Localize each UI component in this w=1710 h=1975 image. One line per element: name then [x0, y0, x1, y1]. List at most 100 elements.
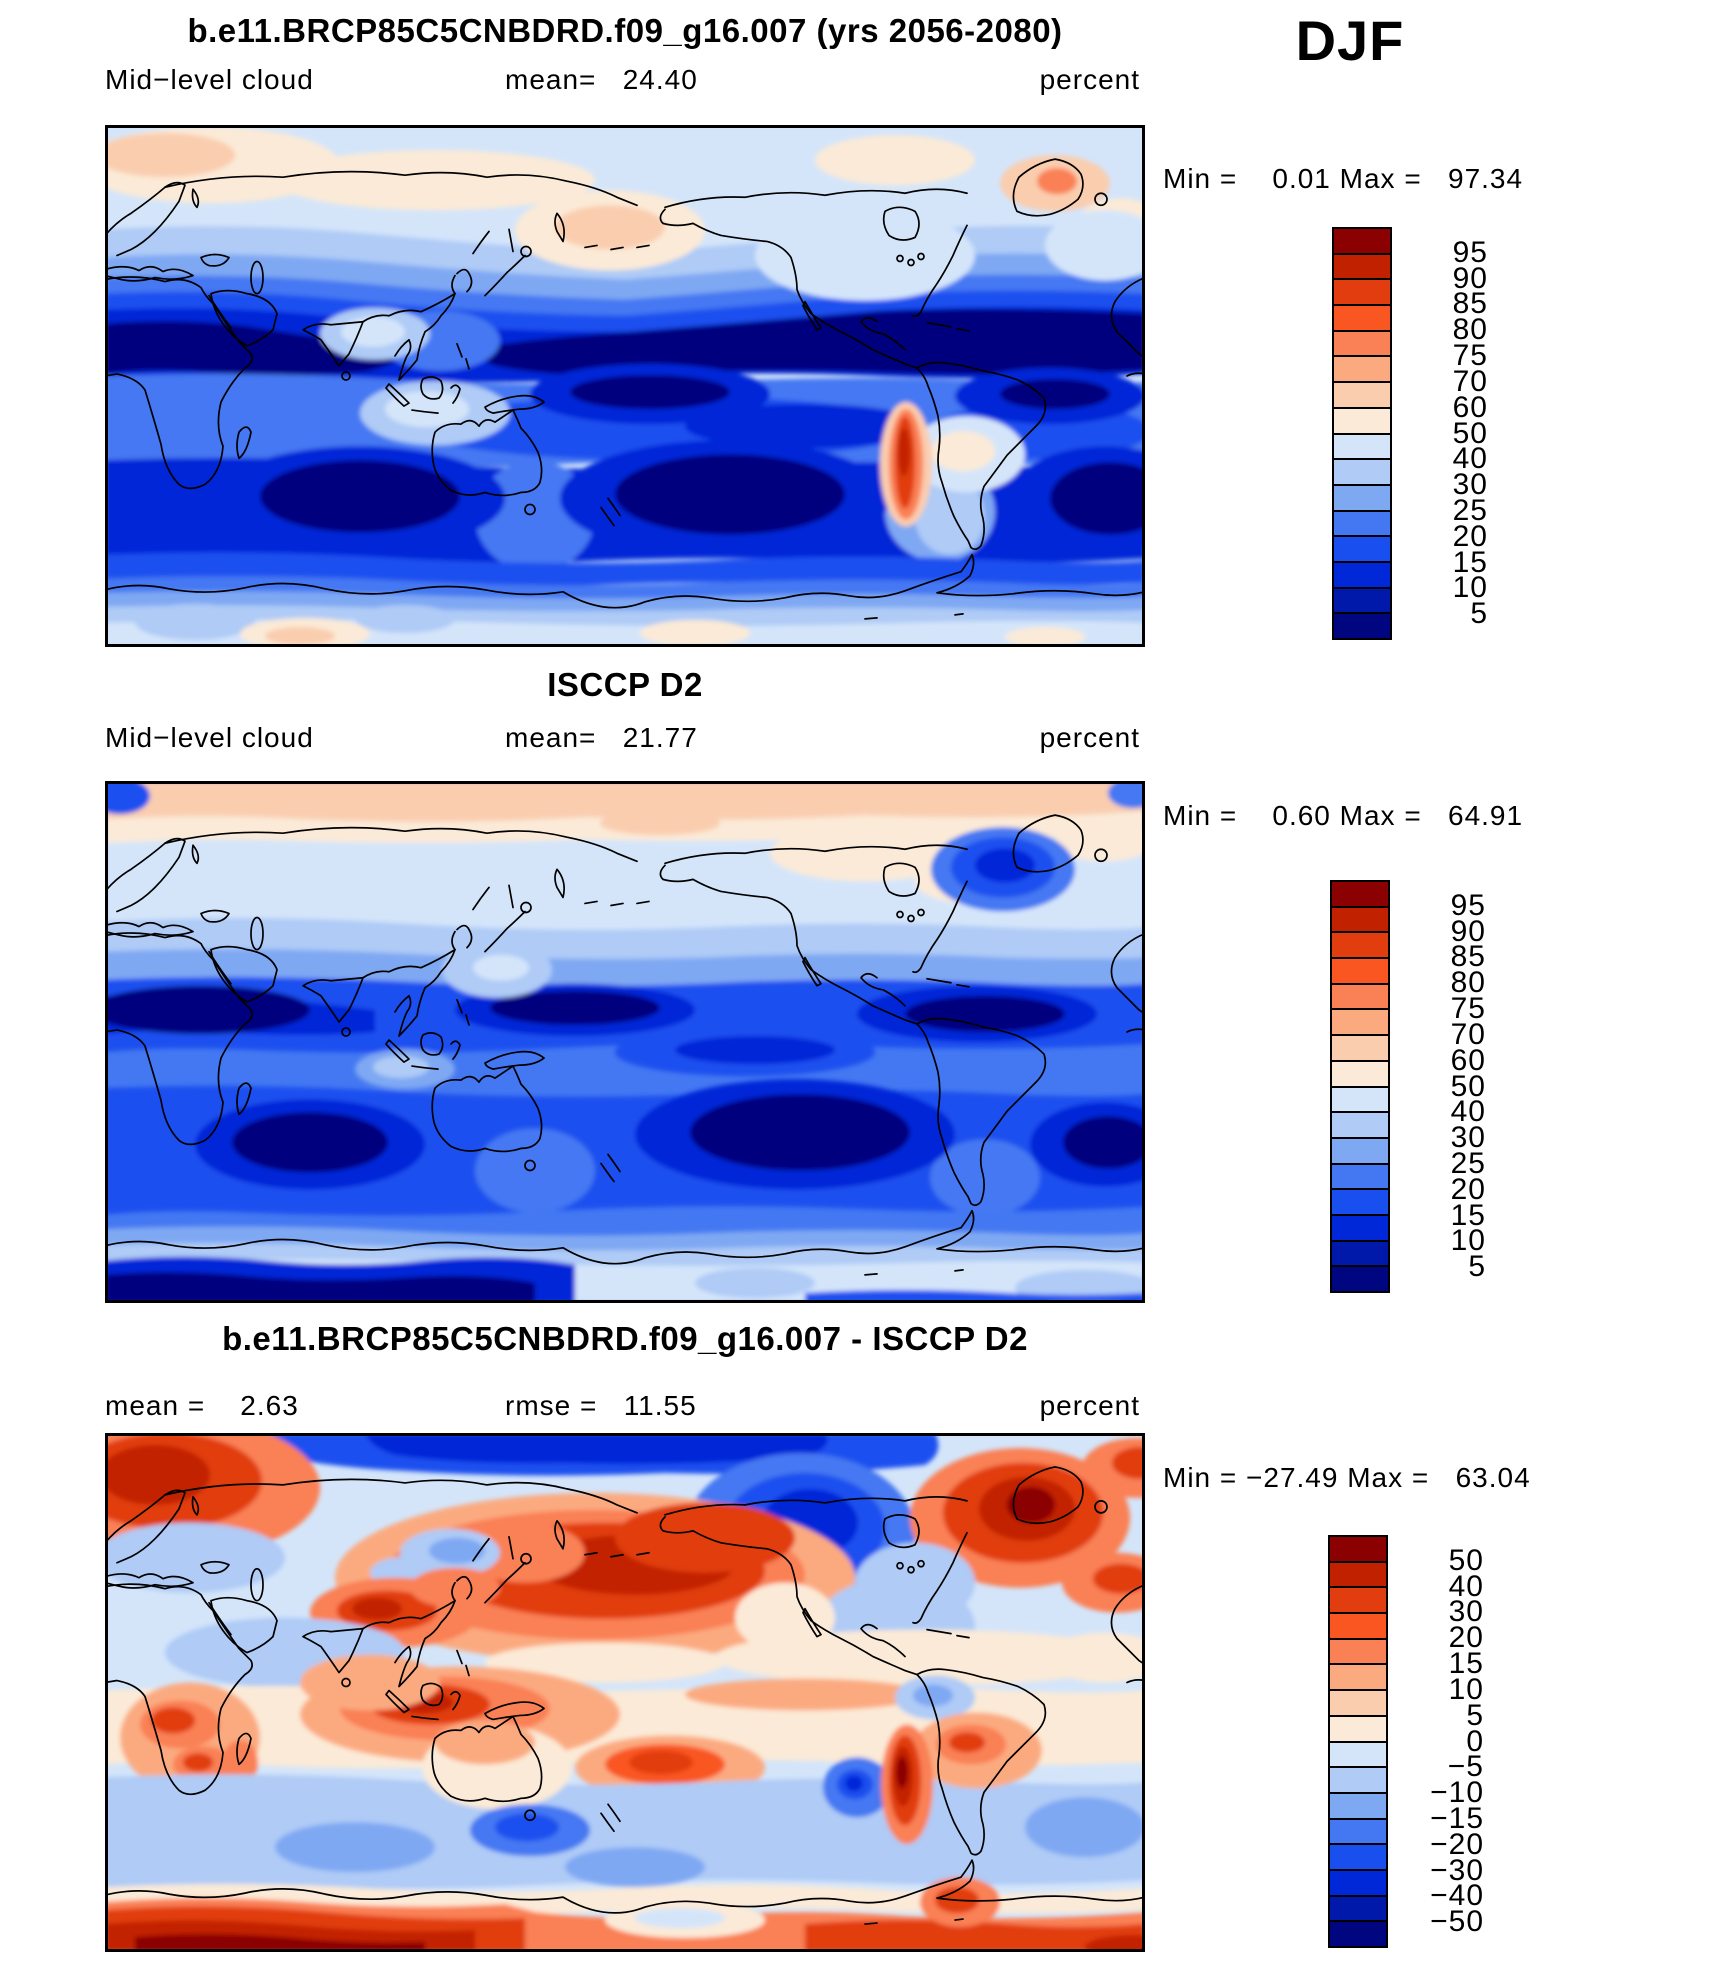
colorbar-tick-label: 70	[1450, 1017, 1486, 1051]
colorbar-segment	[1332, 959, 1388, 985]
colorbar-segment	[1330, 1896, 1386, 1923]
colorbar-tick-label: 95	[1452, 235, 1488, 269]
panel1-units-label: percent	[1039, 64, 1140, 95]
colorbar-segment	[1334, 614, 1390, 638]
colorbar-bar	[1330, 880, 1390, 1293]
colorbar-tick-label: 85	[1452, 287, 1488, 321]
colorbar-segment	[1334, 280, 1390, 307]
panel2-variable-label: Mid−level cloud	[105, 722, 314, 753]
colorbar-tick-label: 5	[1470, 597, 1488, 631]
colorbar-tick-label: 75	[1452, 339, 1488, 373]
colorbar-segment	[1332, 907, 1388, 934]
panel2-minmax: Min = 0.60 Max = 64.91	[1163, 800, 1524, 831]
colorbar-segment	[1334, 434, 1390, 461]
colorbar-tick-label: 75	[1450, 992, 1486, 1026]
colorbar-segment	[1330, 1870, 1386, 1897]
colorbar-segment	[1332, 1190, 1388, 1216]
colorbar-segment	[1330, 1562, 1386, 1589]
map3-border	[105, 1433, 1145, 1952]
colorbar-segment	[1334, 229, 1390, 255]
colorbar-segment	[1332, 984, 1388, 1011]
colorbar-segment	[1330, 1614, 1386, 1640]
colorbar-segment	[1332, 1215, 1388, 1242]
panel2-stat-row: Mid−level cloud mean= 21.77 percent	[105, 722, 1140, 756]
colorbar-segment	[1330, 1768, 1386, 1794]
panel2-colorbar: 95 90 85 80 75 70 60 50 40 30 25 20 15 10 5	[1330, 880, 1490, 1293]
colorbar-segment	[1330, 1742, 1386, 1769]
panel1-map	[105, 125, 1145, 647]
colorbar-segment	[1330, 1845, 1386, 1871]
colorbar-segment	[1334, 383, 1390, 409]
colorbar-tick-label: 20	[1450, 1172, 1486, 1206]
colorbar-segment	[1332, 1164, 1388, 1191]
colorbar-tick-label: 60	[1450, 1043, 1486, 1077]
colorbar-tick-label: 95	[1450, 888, 1486, 922]
colorbar-tick-label: 30	[1452, 468, 1488, 502]
colorbar-tick-label: 60	[1452, 390, 1488, 424]
colorbar-tick-label: 85	[1450, 940, 1486, 974]
colorbar-segment	[1332, 1267, 1388, 1291]
colorbar-segment	[1330, 1716, 1386, 1743]
panel3-map-canvas	[105, 1433, 1145, 1952]
colorbar-tick-label: 15	[1452, 545, 1488, 579]
colorbar-segment	[1332, 882, 1388, 908]
colorbar-segment	[1332, 1241, 1388, 1268]
colorbar-segment	[1334, 460, 1390, 486]
panel2-mean-label: mean= 21.77	[505, 722, 698, 753]
panel3-minmax: Min = −27.49 Max = 63.04	[1163, 1462, 1531, 1493]
colorbar-segment	[1334, 562, 1390, 589]
colorbar-segment	[1332, 1010, 1388, 1037]
colorbar-tick-label: 10	[1448, 1672, 1484, 1706]
colorbar-segment	[1330, 1665, 1386, 1692]
colorbar-segment	[1332, 1036, 1388, 1062]
colorbar-tick-label: −10	[1430, 1776, 1484, 1810]
colorbar-segment	[1332, 1061, 1388, 1088]
panel3-stat-row: mean = 2.63 rmse = 11.55 percent	[105, 1390, 1140, 1424]
map2-border	[105, 781, 1145, 1303]
colorbar-segment	[1334, 588, 1390, 615]
colorbar-segment	[1330, 1639, 1386, 1666]
colorbar-segment	[1334, 537, 1390, 563]
colorbar-segment	[1330, 1922, 1386, 1946]
colorbar-tick-label: 20	[1448, 1621, 1484, 1655]
panel3-colorbar: 50 40 30 20 15 10 5 0 −5 −10 −15 −20 −30 −40 −50	[1328, 1535, 1488, 1948]
colorbar-tick-label: 5	[1466, 1698, 1484, 1732]
colorbar-tick-label: 90	[1450, 914, 1486, 948]
colorbar-tick-label: 50	[1450, 1069, 1486, 1103]
colorbar-tick-label: 40	[1452, 442, 1488, 476]
panel1-mean-label: mean= 24.40	[505, 64, 698, 95]
panel1-colorbar: 95 90 85 80 75 70 60 50 40 30 25 20 15 10 5	[1332, 227, 1492, 640]
map1-field-layer	[105, 127, 1145, 647]
colorbar-tick-label: 10	[1450, 1224, 1486, 1258]
colorbar-tick-label: 50	[1452, 416, 1488, 450]
panel3-mean-label: mean = 2.63	[105, 1390, 299, 1421]
colorbar-segment	[1334, 306, 1390, 332]
colorbar-tick-label: 0	[1466, 1724, 1484, 1758]
colorbar-tick-label: −5	[1447, 1750, 1484, 1784]
panel1-map-canvas	[105, 125, 1145, 647]
panel1-variable-label: Mid−level cloud	[105, 64, 314, 95]
panel2-units-label: percent	[1039, 722, 1140, 753]
colorbar-tick-label: 30	[1448, 1595, 1484, 1629]
colorbar-segment	[1332, 933, 1388, 960]
panel3-title: b.e11.BRCP85C5CNBDRD.f09_g16.007 - ISCCP…	[222, 1320, 1028, 1357]
colorbar-segment	[1332, 1087, 1388, 1114]
colorbar-labels: 95 90 85 80 75 70 60 50 40 30 25 20 15 10 5	[1408, 227, 1488, 640]
panel1-minmax: Min = 0.01 Max = 97.34	[1163, 163, 1524, 194]
colorbar-segment	[1334, 408, 1390, 435]
colorbar-tick-label: −30	[1430, 1853, 1484, 1887]
colorbar-tick-label: −20	[1430, 1827, 1484, 1861]
colorbar-segment	[1332, 1113, 1388, 1139]
colorbar-segment	[1330, 1819, 1386, 1846]
colorbar-bar	[1328, 1535, 1388, 1948]
colorbar-tick-label: 25	[1450, 1146, 1486, 1180]
colorbar-bar	[1332, 227, 1392, 640]
colorbar-tick-label: 40	[1448, 1569, 1484, 1603]
colorbar-tick-label: 15	[1450, 1198, 1486, 1232]
colorbar-tick-label: 50	[1448, 1543, 1484, 1577]
colorbar-segment	[1334, 331, 1390, 358]
colorbar-tick-label: 70	[1452, 364, 1488, 398]
colorbar-tick-label: 20	[1452, 519, 1488, 553]
colorbar-segment	[1334, 485, 1390, 512]
colorbar-segment	[1334, 357, 1390, 384]
